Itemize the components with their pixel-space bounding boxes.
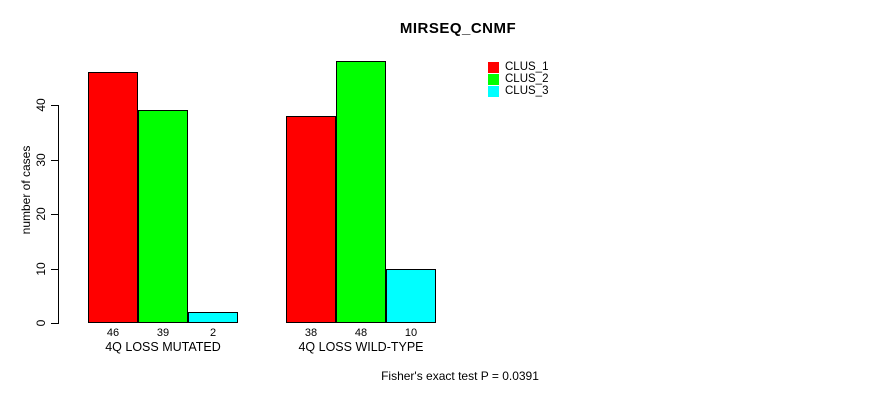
category-label: 4Q LOSS WILD-TYPE xyxy=(298,340,424,354)
legend-label: CLUS_3 xyxy=(505,85,549,97)
bar-value-label: 10 xyxy=(404,327,418,339)
bar-value-label: 48 xyxy=(354,327,368,339)
legend-label: CLUS_2 xyxy=(505,73,549,85)
legend-item: CLUS_2 xyxy=(488,73,549,85)
bar-clus_2-2 xyxy=(336,61,386,323)
bar-clus_2-1 xyxy=(138,110,188,323)
bar-value-label: 39 xyxy=(156,327,170,339)
y-tick-label: 0 xyxy=(34,319,48,327)
bar-clus_1-1 xyxy=(88,72,138,323)
legend-swatch-clus_1 xyxy=(488,62,499,73)
bar-value-label: 2 xyxy=(209,327,217,339)
chart-title: MIRSEQ_CNMF xyxy=(399,20,517,37)
y-tick-label: 40 xyxy=(34,98,48,112)
bar-value-label: 46 xyxy=(106,327,120,339)
y-axis-title: number of cases xyxy=(19,145,33,235)
y-tick xyxy=(51,268,58,270)
category-label: 4Q LOSS MUTATED xyxy=(105,340,221,354)
legend: CLUS_1 CLUS_2 CLUS_3 xyxy=(488,61,549,97)
stat-annotation: Fisher's exact test P = 0.0391 xyxy=(381,369,539,383)
legend-item: CLUS_3 xyxy=(488,85,549,97)
bar-clus_3-2 xyxy=(386,268,436,323)
y-tick-label: 30 xyxy=(34,152,48,167)
bar-clus_3-1 xyxy=(188,312,238,323)
legend-label: CLUS_1 xyxy=(505,61,549,73)
y-tick xyxy=(51,159,58,161)
bar-clus_1-2 xyxy=(286,115,336,323)
legend-swatch-clus_2 xyxy=(488,74,499,85)
y-tick xyxy=(51,323,58,324)
legend-swatch-clus_3 xyxy=(488,86,499,97)
y-tick xyxy=(51,214,58,215)
y-tick xyxy=(51,105,58,106)
bar-value-label: 38 xyxy=(304,327,318,339)
y-tick-label: 10 xyxy=(34,261,48,276)
legend-item: CLUS_1 xyxy=(488,61,549,73)
y-axis-line xyxy=(58,105,59,324)
y-tick-label: 20 xyxy=(34,207,48,221)
